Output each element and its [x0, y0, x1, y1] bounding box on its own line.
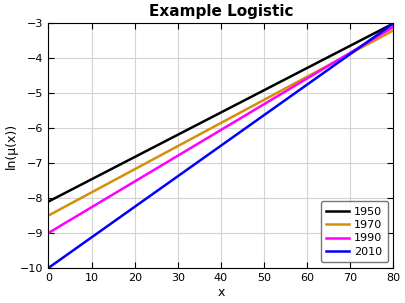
2010: [46, 266, 51, 270]
X-axis label: x: x: [217, 285, 225, 298]
1990: [391, 25, 396, 29]
1990: [210, 133, 215, 137]
Y-axis label: ln(μ(x)): ln(μ(x)): [4, 123, 17, 169]
1950: [252, 94, 256, 97]
1950: [383, 26, 388, 29]
Line: 1990: 1990: [49, 27, 394, 233]
1950: [212, 114, 217, 118]
Line: 1970: 1970: [49, 30, 394, 215]
1970: [252, 104, 256, 107]
1970: [329, 62, 334, 65]
2010: [383, 28, 388, 31]
1970: [391, 28, 396, 32]
Line: 1950: 1950: [49, 23, 394, 201]
1990: [46, 231, 51, 235]
2010: [329, 66, 334, 69]
1990: [252, 108, 256, 112]
2010: [252, 121, 256, 124]
1950: [391, 22, 396, 25]
1990: [329, 62, 334, 66]
2010: [391, 22, 396, 25]
1970: [210, 126, 215, 129]
1970: [212, 125, 217, 128]
1990: [233, 120, 238, 123]
Legend: 1950, 1970, 1990, 2010: 1950, 1970, 1990, 2010: [321, 201, 388, 262]
2010: [233, 134, 238, 138]
Line: 2010: 2010: [49, 23, 394, 268]
1990: [212, 132, 217, 136]
1950: [329, 54, 334, 57]
1950: [210, 115, 215, 119]
Title: Example Logistic: Example Logistic: [149, 5, 293, 19]
1970: [383, 33, 388, 37]
1950: [233, 103, 238, 107]
1970: [46, 214, 51, 217]
1950: [46, 200, 51, 203]
1970: [233, 114, 238, 117]
2010: [212, 148, 217, 152]
2010: [210, 150, 215, 154]
1990: [383, 30, 388, 34]
